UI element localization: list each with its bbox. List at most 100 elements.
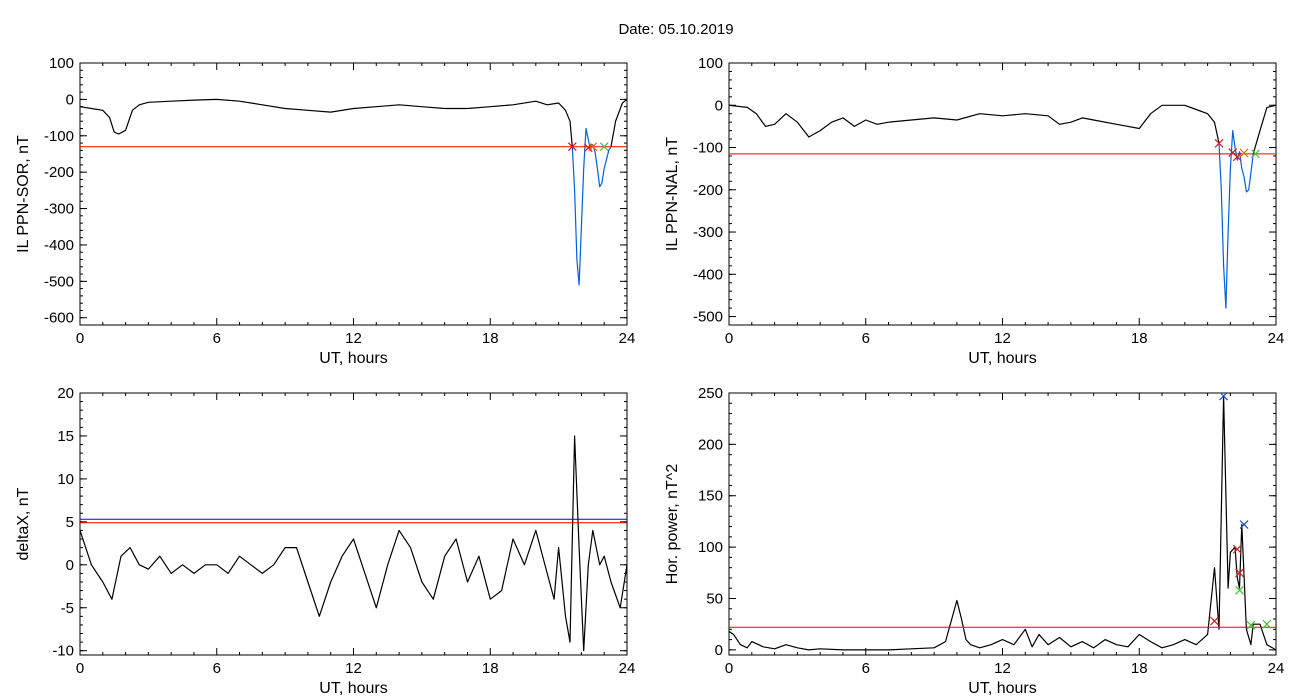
series-line-0 — [729, 395, 1276, 651]
y-tick-label: 100 — [698, 539, 723, 556]
x-tick-label: 24 — [1268, 330, 1285, 347]
x-tick-label: 6 — [213, 330, 221, 347]
figure-title: Date: 05.10.2019 — [618, 21, 733, 38]
marker-cross — [1235, 585, 1244, 595]
marker-stroke-b — [1232, 544, 1242, 554]
marker-cross — [599, 142, 609, 152]
y-tick-label: -5 — [61, 600, 74, 617]
marker-stroke-b — [1235, 568, 1244, 578]
y-tick-label: 100 — [698, 55, 723, 72]
panels: 0 6 12 18 241000-100-200-300-400-500-600UT, … — [15, 55, 1284, 697]
x-axis-label: UT, hours — [968, 350, 1036, 367]
x-tick-label: 18 — [1131, 330, 1148, 347]
y-axis-label: Hor. power, nT^2 — [664, 464, 681, 585]
y-tick-label: 15 — [57, 428, 74, 445]
plot-frame — [79, 392, 628, 656]
x-tick-label: 12 — [994, 660, 1011, 677]
marker-cross — [1210, 616, 1219, 626]
marker-cross — [1246, 620, 1256, 630]
plot-area — [729, 393, 1276, 651]
x-tick-label: 24 — [619, 660, 636, 677]
marker-cross — [1232, 544, 1242, 554]
y-tick-label: -400 — [44, 237, 74, 254]
y-tick-label: -100 — [693, 140, 723, 157]
plot-area — [80, 98, 627, 286]
x-tick-label: 24 — [619, 330, 636, 347]
series-line-0 — [80, 435, 627, 652]
y-axis-label: IL PPN-NAL, nT — [664, 137, 681, 251]
x-axis-label: UT, hours — [319, 680, 387, 697]
series-line-0 — [80, 98, 573, 147]
x-tick-label: 0 — [725, 660, 733, 677]
x-tick-label: 6 — [862, 660, 870, 677]
x-tick-label: 12 — [345, 330, 362, 347]
marker-stroke-b — [1214, 138, 1224, 148]
marker-stroke-b — [1246, 620, 1256, 630]
y-tick-label: 20 — [57, 385, 74, 402]
y-tick-label: 0 — [715, 642, 723, 659]
y-tick-label: 10 — [57, 471, 74, 488]
y-tick-label: 0 — [715, 97, 723, 114]
y-tick-label: 50 — [706, 590, 723, 607]
marker-stroke-b — [1232, 152, 1242, 162]
y-tick-label: -300 — [693, 224, 723, 241]
series-line-2 — [1252, 104, 1276, 155]
x-tick-label: 0 — [76, 660, 84, 677]
x-tick-label: 12 — [994, 330, 1011, 347]
marker-cross — [1235, 568, 1244, 578]
chart-panel-bottom-right: 0 6 12 18 24 250 200 150 100 50 0 UT, hours Hor. pow… — [664, 385, 1284, 697]
y-tick-label: -500 — [693, 309, 723, 326]
marker-stroke-b — [1239, 520, 1249, 529]
y-tick-label: -200 — [44, 164, 74, 181]
y-tick-label: 0 — [66, 557, 74, 574]
plot-area — [729, 104, 1276, 309]
y-tick-label: 0 — [66, 91, 74, 108]
plot-frame — [79, 62, 628, 326]
marker-stroke-b — [1251, 149, 1260, 159]
y-tick-label: -10 — [52, 643, 74, 660]
marker-stroke-b — [1262, 619, 1272, 629]
y-tick-label: -300 — [44, 201, 74, 218]
marker-stroke-b — [1239, 148, 1249, 158]
series-line-0 — [729, 104, 1220, 144]
x-tick-label: 0 — [725, 330, 733, 347]
y-axis-label: IL PPN-SOR, nT — [15, 135, 32, 253]
y-tick-label: 5 — [66, 514, 74, 531]
marker-stroke-b — [1210, 616, 1219, 626]
marker-stroke-b — [1235, 585, 1244, 595]
x-tick-label: 18 — [482, 330, 499, 347]
marker-stroke-b — [588, 142, 598, 152]
y-tick-label: -500 — [44, 273, 74, 290]
y-tick-label: 150 — [698, 488, 723, 505]
marker-cross — [1214, 138, 1224, 148]
x-tick-label: 12 — [345, 660, 362, 677]
plot-area — [80, 435, 627, 652]
y-tick-label: -600 — [44, 310, 74, 327]
x-tick-label: 18 — [1131, 660, 1148, 677]
marker-stroke-b — [1219, 393, 1228, 401]
x-tick-label: 6 — [862, 330, 870, 347]
marker-cross — [1239, 148, 1249, 158]
y-tick-label: -100 — [44, 128, 74, 145]
marker-cross — [1239, 520, 1249, 529]
marker-cross — [1219, 393, 1229, 401]
x-tick-label: 18 — [482, 660, 499, 677]
marker-stroke-b — [1228, 148, 1238, 158]
chart-panel-bottom-left: 0 6 12 18 24 20 15 10 5 0 -5 -10 UT, hours deltaX, nT — [15, 385, 635, 697]
plot-frame — [728, 62, 1277, 326]
x-tick-label: 0 — [76, 330, 84, 347]
x-tick-label: 24 — [1268, 660, 1285, 677]
chart-panel-top-right: 0 6 12 18 24 100 0 -100 -200 -300 -400 -500 UT, hour… — [664, 55, 1284, 367]
marker-cross — [1251, 149, 1260, 159]
series-line-2 — [610, 98, 627, 147]
x-axis-label: UT, hours — [319, 350, 387, 367]
y-tick-label: 250 — [698, 385, 723, 402]
y-tick-label: -400 — [693, 266, 723, 283]
chart-panel-top-left: 0 6 12 18 24 100 0 -100 -200 -300 -400 -500 -600 UT, … — [15, 55, 635, 367]
y-tick-label: -200 — [693, 182, 723, 199]
x-axis-label: UT, hours — [968, 680, 1036, 697]
marker-stroke-b — [599, 142, 609, 152]
marker-cross — [1262, 619, 1272, 629]
y-axis-label: deltaX, nT — [15, 487, 32, 560]
